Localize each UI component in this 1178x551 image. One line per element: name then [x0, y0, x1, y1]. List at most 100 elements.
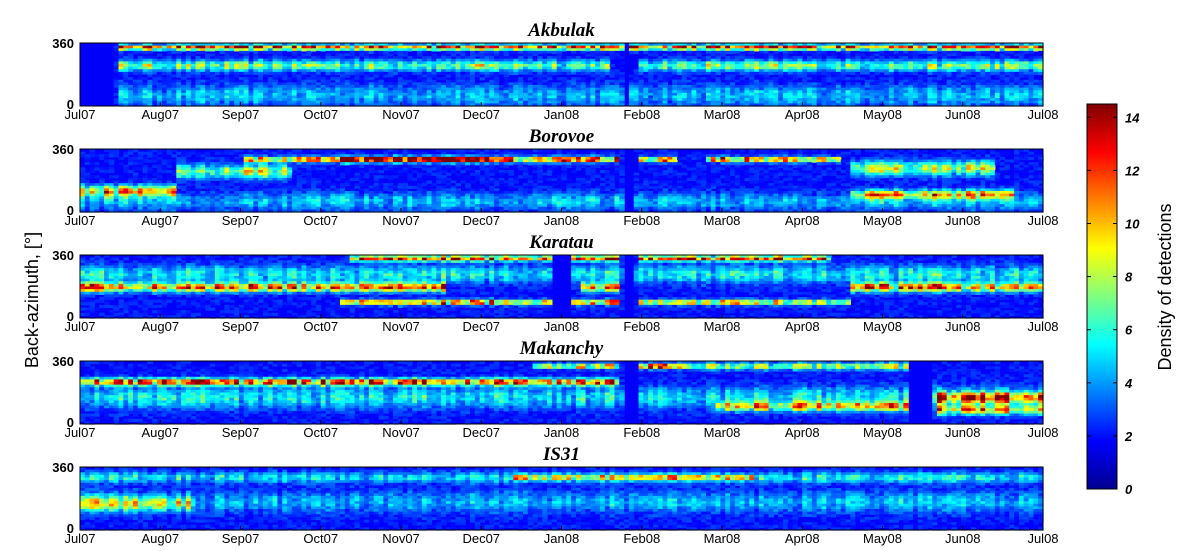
heatmap-cell	[253, 72, 258, 75]
heatmap-cell	[730, 51, 735, 54]
heatmap-cell	[359, 54, 364, 57]
heatmap-panels: Akbulak3600Jul07 Aug07 Sep07 Oct07 Nov07 Dec0…	[52, 20, 1058, 546]
heatmap-cell	[119, 157, 124, 160]
heatmap-cell	[99, 157, 104, 160]
heatmap-cell	[287, 48, 292, 51]
heatmap-cell	[740, 48, 745, 51]
heatmap-cell	[403, 54, 408, 57]
heatmap-cell	[147, 160, 152, 163]
heatmap-cell	[234, 48, 239, 51]
heatmap-cell	[350, 72, 355, 75]
heatmap-cell	[181, 181, 186, 184]
heatmap-cell	[383, 75, 388, 78]
heatmap-cell	[937, 77, 942, 80]
heatmap-cell	[696, 54, 701, 57]
heatmap-cell	[614, 56, 619, 59]
heatmap-cell	[985, 51, 990, 54]
heatmap-cell	[860, 77, 865, 80]
heatmap-cell	[147, 154, 152, 157]
heatmap-cell	[1000, 77, 1005, 80]
heatmap-cell	[123, 154, 128, 157]
heatmap-cell	[441, 72, 446, 75]
heatmap-cell	[109, 175, 114, 178]
heatmap-cell	[119, 162, 124, 165]
heatmap-cell	[321, 48, 326, 51]
heatmap-cell	[841, 77, 846, 80]
heatmap-cell	[99, 207, 104, 210]
heatmap-cell	[523, 54, 528, 57]
heatmap-cell	[176, 152, 181, 155]
heatmap-cell	[191, 183, 196, 186]
heatmap-cell	[205, 186, 210, 189]
heatmap-cell	[388, 48, 393, 51]
heatmap-cell	[610, 56, 615, 59]
heatmap-cell	[581, 72, 586, 75]
heatmap-cell	[90, 170, 95, 173]
heatmap-cell	[374, 75, 379, 78]
heatmap-cell	[220, 51, 225, 54]
heatmap-cell	[114, 101, 119, 104]
heatmap-cell	[94, 167, 99, 170]
heatmap-cell	[1029, 51, 1034, 54]
heatmap-cell	[937, 54, 942, 57]
heatmap-cell	[1033, 72, 1038, 75]
heatmap-cell	[716, 72, 721, 75]
heatmap-cell	[995, 48, 1000, 51]
heatmap-cell	[143, 51, 148, 54]
heatmap-cell	[167, 165, 172, 168]
heatmap-cell	[634, 51, 639, 54]
heatmap-cell	[176, 75, 181, 78]
heatmap-cell	[513, 72, 518, 75]
heatmap-cell	[547, 77, 552, 80]
heatmap-cell	[176, 181, 181, 184]
heatmap-cell	[653, 72, 658, 75]
heatmap-cell	[287, 72, 292, 75]
heatmap-cell	[215, 152, 220, 155]
heatmap-cell	[205, 48, 210, 51]
heatmap-cell	[822, 72, 827, 75]
heatmap-cell	[326, 72, 331, 75]
heatmap-cell	[143, 160, 148, 163]
heatmap-cell	[778, 48, 783, 51]
heatmap-cell	[104, 170, 109, 173]
heatmap-cell	[850, 72, 855, 75]
heatmap-cell	[1004, 72, 1009, 75]
heatmap-cell	[114, 69, 119, 72]
heatmap-cell	[171, 178, 176, 181]
heatmap-cell	[90, 175, 95, 178]
heatmap-cell	[80, 154, 85, 157]
heatmap-cell	[749, 51, 754, 54]
heatmap-cell	[152, 160, 157, 163]
heatmap-cell	[542, 54, 547, 57]
heatmap-cell	[446, 51, 451, 54]
heatmap-cell	[874, 72, 879, 75]
heatmap-cell	[841, 54, 846, 57]
heatmap-cell	[509, 72, 514, 75]
heatmap-cell	[605, 51, 610, 54]
heatmap-cell	[143, 170, 148, 173]
heatmap-cell	[224, 152, 229, 155]
heatmap-cell	[850, 77, 855, 80]
heatmap-cell	[874, 48, 879, 51]
heatmap-cell	[879, 69, 884, 72]
heatmap-cell	[306, 72, 311, 75]
heatmap-cell	[157, 54, 162, 57]
heatmap-cell	[523, 77, 528, 80]
heatmap-cell	[1019, 75, 1024, 78]
y-tick-label: 360	[52, 36, 74, 51]
heatmap-cell	[528, 72, 533, 75]
heatmap-cell	[133, 51, 138, 54]
heatmap-cell	[759, 75, 764, 78]
heatmap-cell	[610, 75, 615, 78]
heatmap-cell	[282, 77, 287, 80]
heatmap-cell	[961, 48, 966, 51]
heatmap-cell	[619, 51, 624, 54]
heatmap-cell	[374, 51, 379, 54]
heatmap-cell	[807, 51, 812, 54]
heatmap-cell	[114, 175, 119, 178]
heatmap-cell	[412, 72, 417, 75]
heatmap-cell	[282, 51, 287, 54]
heatmap-cell	[865, 75, 870, 78]
heatmap-cell	[884, 77, 889, 80]
